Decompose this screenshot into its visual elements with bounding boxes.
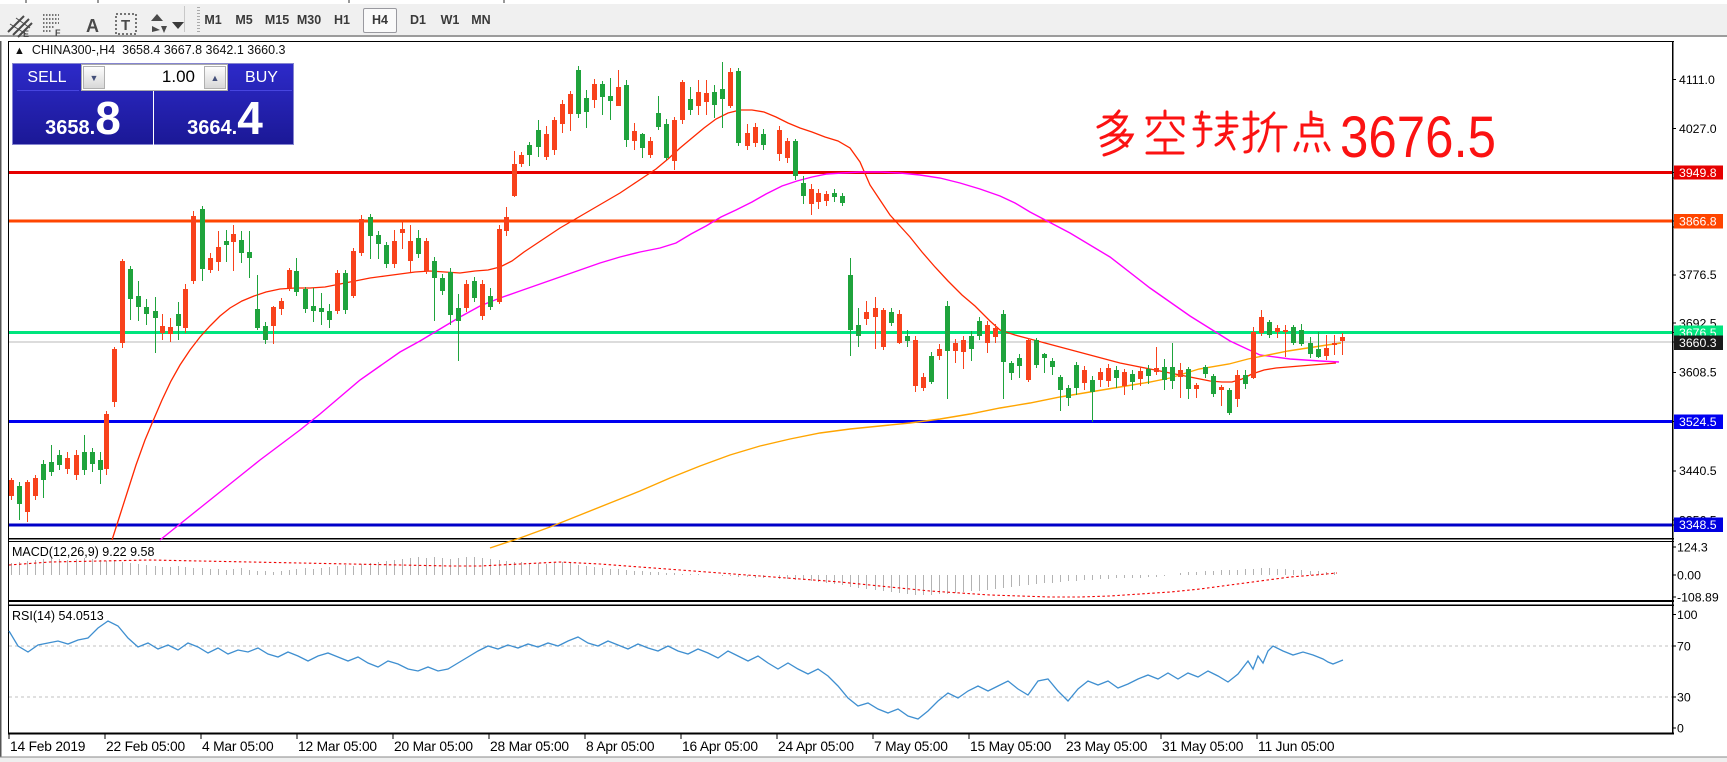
svg-text:70: 70 [1677, 639, 1691, 653]
svg-text:14 Feb 2019: 14 Feb 2019 [10, 739, 86, 754]
svg-text:124.3: 124.3 [1677, 540, 1708, 554]
svg-text:31 May 05:00: 31 May 05:00 [1162, 739, 1244, 754]
svg-text:3660.3: 3660.3 [1679, 336, 1717, 350]
svg-text:MACD(12,26,9) 9.22 9.58: MACD(12,26,9) 9.22 9.58 [12, 545, 154, 559]
svg-text:-108.89: -108.89 [1677, 590, 1719, 604]
svg-text:3440.5: 3440.5 [1679, 464, 1717, 478]
svg-text:20 Mar 05:00: 20 Mar 05:00 [394, 739, 473, 754]
svg-text:22 Feb 05:00: 22 Feb 05:00 [106, 739, 185, 754]
svg-text:3608.5: 3608.5 [1679, 366, 1717, 380]
svg-text:T: T [121, 17, 130, 34]
svg-text:11 Jun 05:00: 11 Jun 05:00 [1258, 739, 1335, 754]
svg-text:12 Mar 05:00: 12 Mar 05:00 [298, 739, 377, 754]
svg-text:3776.5: 3776.5 [1679, 268, 1717, 282]
svg-text:30: 30 [1677, 690, 1691, 704]
svg-text:F: F [55, 28, 61, 38]
svg-text:0.00: 0.00 [1677, 568, 1701, 582]
svg-text:100: 100 [1677, 608, 1698, 622]
svg-text:7 May 05:00: 7 May 05:00 [874, 739, 948, 754]
svg-text:15 May 05:00: 15 May 05:00 [970, 739, 1052, 754]
svg-text:A: A [86, 16, 99, 36]
svg-text:3524.5: 3524.5 [1679, 415, 1717, 429]
svg-text:0: 0 [1677, 721, 1684, 735]
svg-text:3866.8: 3866.8 [1679, 214, 1717, 228]
svg-text:E: E [23, 29, 29, 38]
svg-text:3348.5: 3348.5 [1679, 518, 1717, 532]
svg-text:8 Apr 05:00: 8 Apr 05:00 [586, 739, 655, 754]
svg-text:23 May 05:00: 23 May 05:00 [1066, 739, 1148, 754]
svg-text:16 Apr 05:00: 16 Apr 05:00 [682, 739, 758, 754]
svg-text:4111.0: 4111.0 [1679, 73, 1715, 87]
svg-text:24 Apr 05:00: 24 Apr 05:00 [778, 739, 854, 754]
svg-text:RSI(14) 54.0513: RSI(14) 54.0513 [12, 609, 104, 623]
svg-text:3949.8: 3949.8 [1679, 166, 1717, 180]
svg-text:4 Mar 05:00: 4 Mar 05:00 [202, 739, 274, 754]
svg-text:3676.5: 3676.5 [1340, 105, 1496, 170]
svg-text:28 Mar 05:00: 28 Mar 05:00 [490, 739, 569, 754]
svg-text:4027.0: 4027.0 [1679, 122, 1717, 136]
